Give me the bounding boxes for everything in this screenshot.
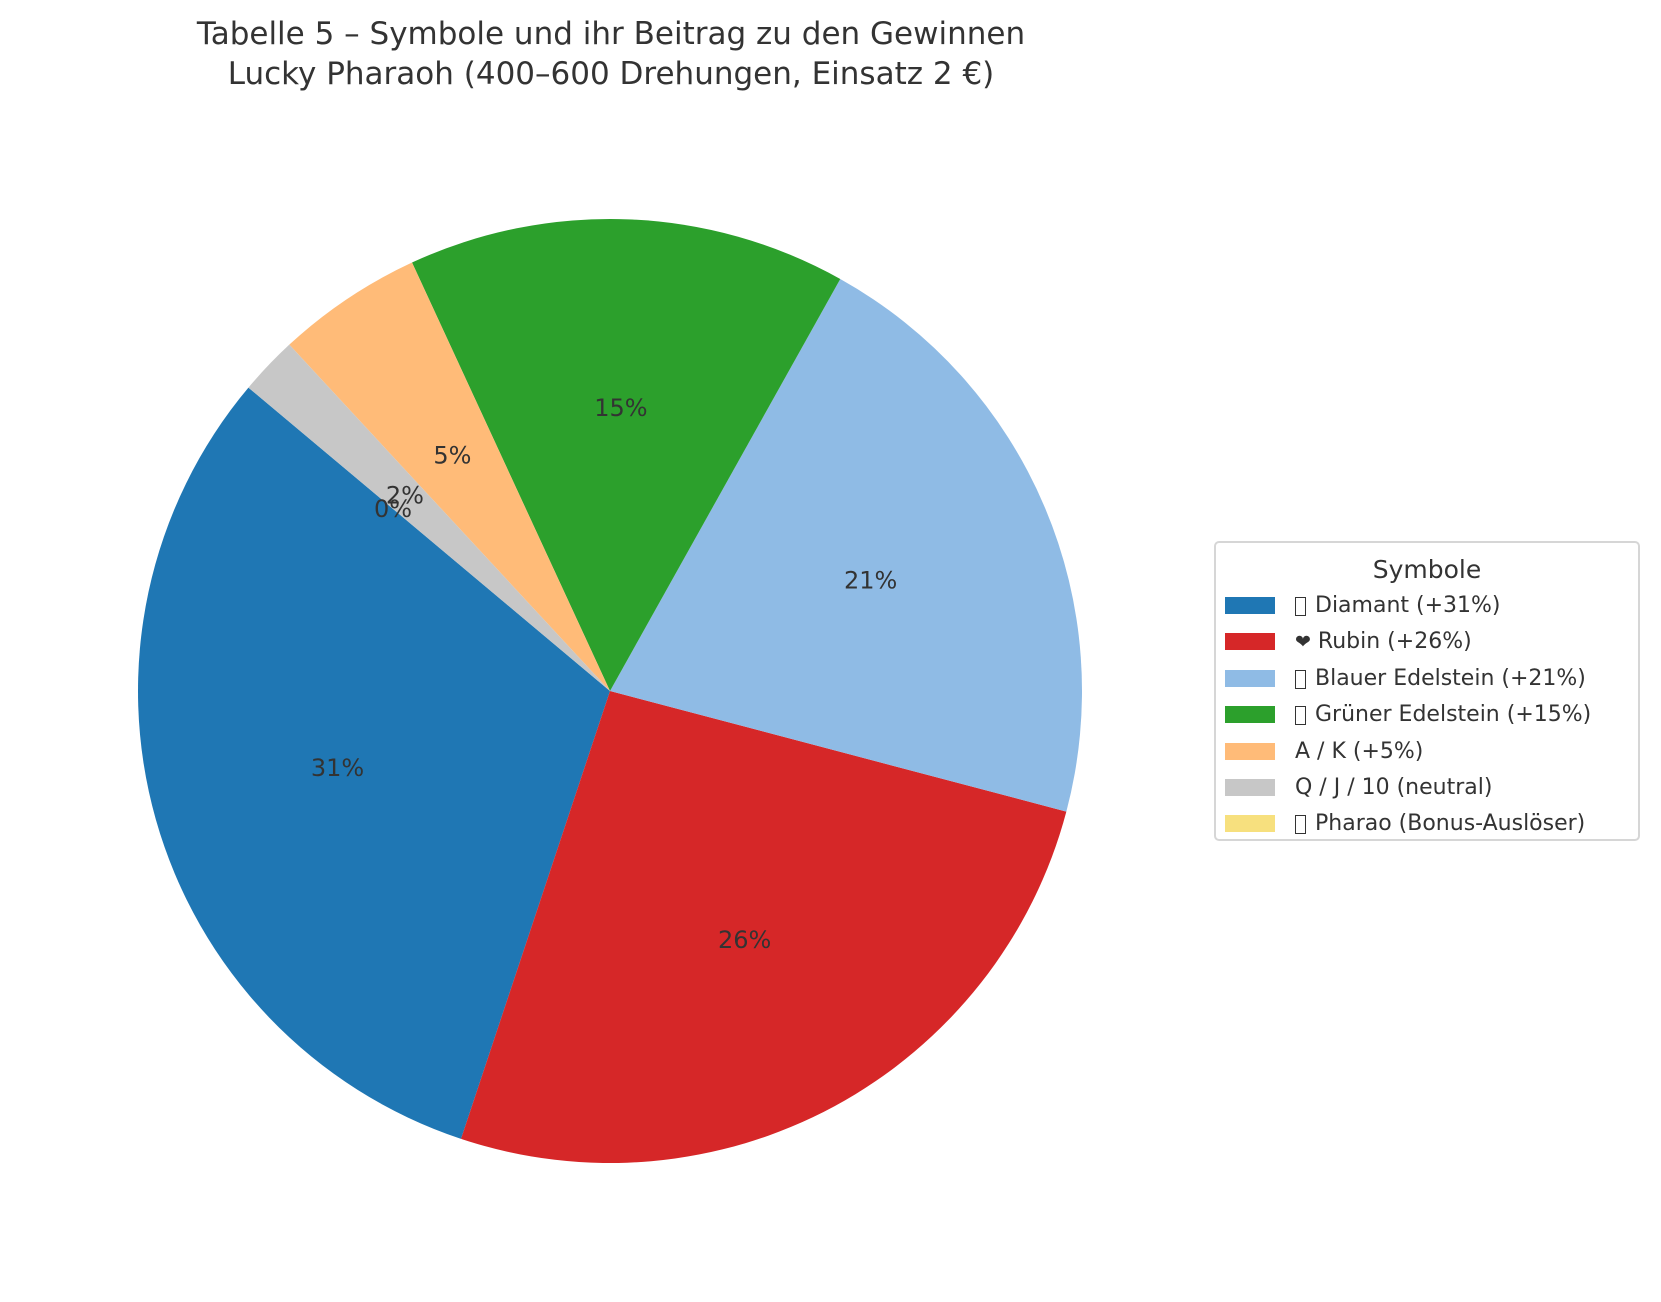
pie-percent-label: 31%	[311, 754, 364, 782]
gem-icon	[1295, 597, 1306, 616]
legend-item: ❤ Rubin (+26%)	[1216, 624, 1638, 660]
chart-title-line-1: Tabelle 5 – Symbole und ihr Beitrag zu d…	[196, 16, 1026, 52]
legend-item: Blauer Edelstein (+21%)	[1216, 661, 1638, 697]
pie-wedge	[248, 344, 611, 691]
legend-label: ❤ Rubin (+26%)	[1295, 624, 1472, 660]
legend-swatch	[1225, 597, 1275, 614]
green-gem-icon	[1295, 706, 1306, 726]
legend-title: Symbole	[1372, 555, 1482, 584]
legend-swatch	[1225, 778, 1275, 796]
pie-wedge	[610, 278, 1082, 812]
legend-item: A / K (+5%)	[1216, 734, 1638, 770]
legend-label: Blauer Edelstein (+21%)	[1295, 661, 1586, 697]
blue-gem-icon	[1295, 669, 1306, 689]
pie-percent-label: 2%	[386, 482, 424, 510]
pharaoh-icon	[1295, 815, 1306, 835]
legend-swatch	[1225, 633, 1275, 651]
pie-percent-label: 26%	[718, 926, 771, 954]
pie-percent-label: 21%	[844, 566, 897, 594]
pie-percent-label: 0%	[374, 495, 412, 523]
chart-title-line-2: Lucky Pharaoh (400–600 Drehungen, Einsat…	[227, 56, 995, 92]
chart-title: Tabelle 5 – Symbole und ihr Beitrag zu d…	[0, 14, 1222, 94]
legend-label: Grüner Edelstein (+15%)	[1295, 697, 1591, 733]
legend-swatch	[1225, 669, 1275, 687]
pie-wedges	[137, 219, 1082, 1163]
legend-label: A / K (+5%)	[1295, 738, 1424, 764]
legend-item: Grüner Edelstein (+15%)	[1216, 697, 1638, 733]
legend-item: Pharao (Bonus-Auslöser)	[1216, 806, 1638, 842]
legend-label: Diamant (+31%)	[1295, 588, 1501, 624]
legend-swatch	[1225, 706, 1275, 724]
legend-swatch	[1225, 742, 1275, 760]
legend-items: Diamant (+31%) ❤ Rubin (+26%) Blauer Edel…	[1216, 588, 1638, 843]
pie-percent-labels: 31% 26% 21% 15% 5% 2%0%	[311, 394, 898, 954]
legend-swatch	[1225, 815, 1275, 833]
legend: Symbole Diamant (+31%) ❤ Rubin (+26%) Bla…	[1214, 541, 1640, 841]
pie-wedge	[137, 387, 610, 1139]
pie-percent-label: 15%	[594, 394, 647, 422]
pie-wedge	[461, 691, 1067, 1163]
heart-icon: ❤	[1295, 631, 1311, 654]
pie-wedge	[412, 219, 841, 692]
legend-item: Q / J / 10 (neutral)	[1216, 770, 1638, 806]
pie-wedge	[289, 262, 610, 691]
legend-label: Q / J / 10 (neutral)	[1295, 774, 1493, 800]
pie-percent-label: 5%	[433, 442, 471, 470]
legend-item: Diamant (+31%)	[1216, 588, 1638, 624]
legend-label: Pharao (Bonus-Auslöser)	[1295, 806, 1585, 842]
